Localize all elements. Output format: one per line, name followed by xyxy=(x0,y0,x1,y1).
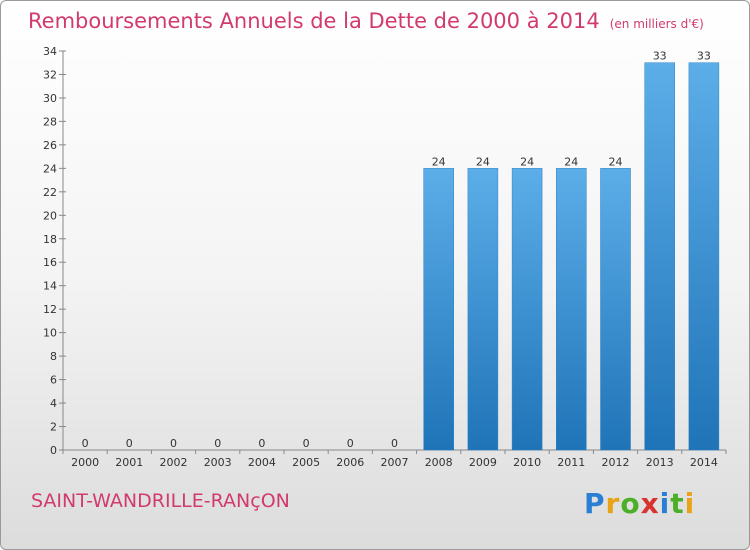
bar-value-label: 33 xyxy=(653,50,667,63)
x-tick-label: 2007 xyxy=(381,456,409,469)
bar xyxy=(511,168,543,451)
x-tick-label: 2002 xyxy=(160,456,188,469)
logo-letter: r xyxy=(605,487,621,520)
y-tick-label: 18 xyxy=(43,233,57,246)
y-tick-label: 26 xyxy=(43,139,57,152)
y-tick-label: 8 xyxy=(50,350,57,363)
proxiti-logo: Proxiti xyxy=(584,487,695,520)
y-tick-label: 34 xyxy=(43,45,57,58)
x-tick-label: 2003 xyxy=(204,456,232,469)
bar-value-label: 0 xyxy=(214,437,221,450)
bar xyxy=(600,168,631,451)
chart-title: Remboursements Annuels de la Dette de 20… xyxy=(28,9,704,33)
x-tick-label: 2010 xyxy=(513,456,541,469)
bar xyxy=(556,168,587,451)
logo-letter: t xyxy=(670,487,685,520)
commune-name: SAINT-WANDRILLE-RANçON xyxy=(31,490,290,512)
bar-value-label: 0 xyxy=(391,437,398,450)
bar xyxy=(644,62,675,451)
y-tick-label: 28 xyxy=(43,115,57,128)
x-tick-label: 2001 xyxy=(115,456,143,469)
logo-letter: i xyxy=(684,487,696,520)
y-tick-label: 4 xyxy=(50,397,57,410)
x-tick-label: 2012 xyxy=(602,456,630,469)
chart-labels: 0 2000 0 2001 0 2002 0 2003 0 2004 0 2005 0 2006 0 2007… xyxy=(71,50,718,469)
y-tick-label: 20 xyxy=(43,209,57,222)
y-tick-label: 6 xyxy=(50,374,57,387)
bar-value-label: 24 xyxy=(432,155,446,168)
bar-value-label: 0 xyxy=(258,437,265,450)
x-tick-label: 2005 xyxy=(292,456,320,469)
bar-value-label: 33 xyxy=(697,50,711,63)
bar xyxy=(467,168,499,451)
bar-value-label: 0 xyxy=(170,437,177,450)
y-tick-label: 12 xyxy=(43,303,57,316)
y-tick-label: 24 xyxy=(43,162,57,175)
y-tick-label: 10 xyxy=(43,327,57,340)
y-tick-label: 16 xyxy=(43,256,57,269)
bar-value-label: 24 xyxy=(609,155,623,168)
x-tick-label: 2000 xyxy=(71,456,99,469)
chart-title-text: Remboursements Annuels de la Dette de 20… xyxy=(28,9,600,33)
y-tick-label: 0 xyxy=(50,444,57,457)
x-tick-label: 2004 xyxy=(248,456,276,469)
logo-letter: P xyxy=(584,487,606,520)
bar-value-label: 0 xyxy=(82,437,89,450)
bar xyxy=(423,168,454,451)
x-tick-label: 2006 xyxy=(336,456,364,469)
chart-unit: (en milliers d'€) xyxy=(609,17,704,31)
x-tick-label: 2009 xyxy=(469,456,497,469)
x-tick-label: 2014 xyxy=(690,456,718,469)
bar xyxy=(688,62,720,451)
y-tick-label: 30 xyxy=(43,92,57,105)
bar-value-label: 0 xyxy=(126,437,133,450)
chart-bars xyxy=(423,62,720,451)
logo-letter: i xyxy=(659,487,671,520)
logo-letter: x xyxy=(640,487,660,520)
bar-value-label: 24 xyxy=(476,155,490,168)
y-tick-label: 14 xyxy=(43,280,57,293)
y-tick-label: 2 xyxy=(50,421,57,434)
bar-value-label: 0 xyxy=(347,437,354,450)
x-tick-label: 2013 xyxy=(646,456,674,469)
x-tick-label: 2011 xyxy=(557,456,585,469)
bar-value-label: 24 xyxy=(564,155,578,168)
bar-value-label: 24 xyxy=(520,155,534,168)
bar-value-label: 0 xyxy=(303,437,310,450)
x-tick-label: 2008 xyxy=(425,456,453,469)
logo-letter: o xyxy=(620,487,641,520)
y-tick-label: 32 xyxy=(43,68,57,81)
y-tick-label: 22 xyxy=(43,186,57,199)
